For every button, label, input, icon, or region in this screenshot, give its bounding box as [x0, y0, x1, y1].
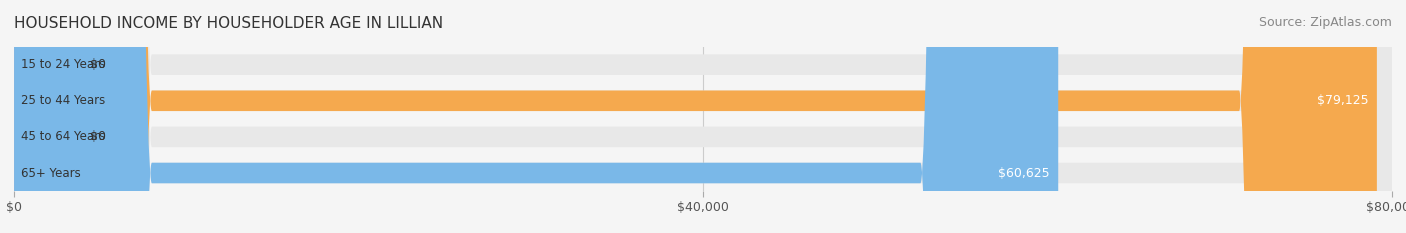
Text: HOUSEHOLD INCOME BY HOUSEHOLDER AGE IN LILLIAN: HOUSEHOLD INCOME BY HOUSEHOLDER AGE IN L…: [14, 16, 443, 31]
Text: $60,625: $60,625: [998, 167, 1050, 179]
Text: 25 to 44 Years: 25 to 44 Years: [21, 94, 105, 107]
Text: $0: $0: [90, 58, 105, 71]
FancyBboxPatch shape: [14, 0, 1059, 233]
FancyBboxPatch shape: [14, 0, 76, 233]
Text: $0: $0: [90, 130, 105, 143]
Text: 45 to 64 Years: 45 to 64 Years: [21, 130, 105, 143]
FancyBboxPatch shape: [14, 0, 1392, 233]
Text: $79,125: $79,125: [1316, 94, 1368, 107]
FancyBboxPatch shape: [14, 0, 1392, 233]
FancyBboxPatch shape: [14, 0, 1376, 233]
FancyBboxPatch shape: [14, 0, 1392, 233]
Text: 15 to 24 Years: 15 to 24 Years: [21, 58, 105, 71]
FancyBboxPatch shape: [14, 0, 1392, 233]
FancyBboxPatch shape: [14, 0, 76, 233]
Text: Source: ZipAtlas.com: Source: ZipAtlas.com: [1258, 16, 1392, 29]
Text: 65+ Years: 65+ Years: [21, 167, 80, 179]
